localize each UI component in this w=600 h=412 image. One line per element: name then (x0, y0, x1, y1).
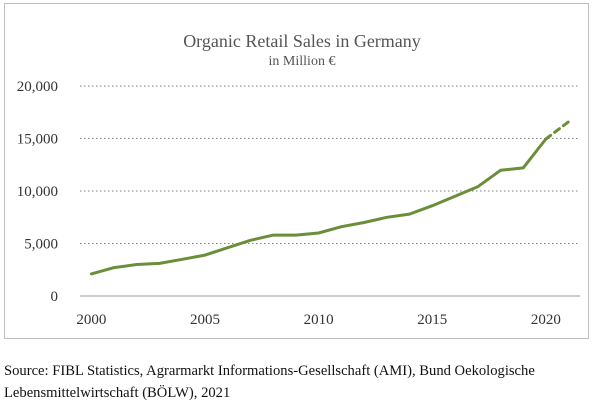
chart-frame: Organic Retail Sales in Germany in Milli… (4, 3, 589, 339)
series-line (89, 137, 548, 276)
y-tick-label: 15,000 (17, 132, 58, 148)
x-tick-label: 2020 (531, 312, 561, 328)
y-tick-label: 20,000 (17, 79, 58, 95)
y-tick-label: 10,000 (17, 184, 58, 200)
line-chart: Organic Retail Sales in Germany in Milli… (17, 31, 580, 328)
axes: 0 5,000 10,000 15,000 20,000 2000 2005 2010 2015… (17, 79, 580, 328)
series (89, 120, 571, 276)
chart-subtitle: in Million € (269, 54, 336, 69)
x-tick-label: 2010 (304, 312, 334, 328)
y-tick-label: 5,000 (24, 237, 58, 253)
series-line-forecast (544, 120, 571, 141)
source-note: Source: FIBL Statistics, Agrarmarkt Info… (4, 363, 535, 401)
gridlines (80, 85, 580, 244)
y-tick-label: 0 (51, 289, 59, 305)
x-tick-label: 2015 (417, 312, 447, 328)
chart-title: Organic Retail Sales in Germany (183, 31, 421, 51)
x-tick-label: 2005 (190, 312, 220, 328)
x-tick-label: 2000 (76, 312, 106, 328)
